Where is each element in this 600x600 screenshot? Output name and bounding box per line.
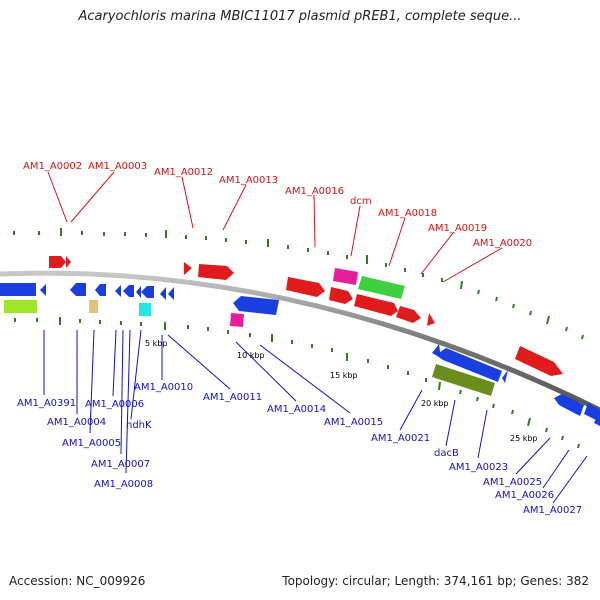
gene-arrow-a0002[interactable] bbox=[49, 256, 61, 268]
scale-label-20kbp: 20 kbp bbox=[421, 399, 449, 408]
gene-label-dcm[interactable]: dcm bbox=[350, 196, 372, 207]
gene-label-ndhk[interactable]: ndhK bbox=[126, 420, 152, 431]
gene-arrow-a0003b[interactable] bbox=[66, 256, 71, 268]
gene-label-a0008[interactable]: AM1_A0008 bbox=[94, 479, 153, 490]
backbone-arc bbox=[0, 270, 600, 413]
gene-arrow-a0027[interactable] bbox=[594, 414, 600, 426]
gene-arrow-right-1[interactable] bbox=[515, 346, 563, 376]
forward-labels: AM1_A0002 AM1_A0003 AM1_A0012 AM1_A0013 … bbox=[23, 161, 532, 249]
gene-label-a0391[interactable]: AM1_A0391 bbox=[17, 398, 76, 409]
gene-arrow-a0010b[interactable] bbox=[168, 287, 174, 300]
gene-box-dcm[interactable] bbox=[333, 268, 358, 285]
inner-tick-row bbox=[14, 317, 580, 449]
accession-label: Accession: NC_009926 bbox=[9, 574, 146, 588]
gene-label-a0023[interactable]: AM1_A0023 bbox=[449, 462, 508, 473]
gene-box-tan[interactable] bbox=[89, 300, 98, 313]
gene-label-a0011[interactable]: AM1_A0011 bbox=[203, 392, 262, 403]
gene-box-dacb[interactable] bbox=[432, 364, 495, 396]
gene-arrow-a0020[interactable] bbox=[396, 306, 421, 323]
gene-box-a0018[interactable] bbox=[358, 276, 405, 299]
gene-arrow-a0019[interactable] bbox=[329, 287, 353, 304]
gene-label-a0002[interactable]: AM1_A0002 bbox=[23, 161, 82, 172]
gene-label-a0025[interactable]: AM1_A0025 bbox=[483, 477, 542, 488]
gene-label-a0012[interactable]: AM1_A0012 bbox=[154, 167, 213, 178]
gene-arrow-a0021[interactable] bbox=[436, 348, 502, 382]
gene-label-a0021[interactable]: AM1_A0021 bbox=[371, 433, 430, 444]
gene-label-a0006[interactable]: AM1_A0006 bbox=[85, 399, 144, 410]
gene-arrow-a0021b[interactable] bbox=[432, 344, 441, 358]
gene-box-magenta-2[interactable] bbox=[230, 313, 244, 327]
gene-label-a0004[interactable]: AM1_A0004 bbox=[47, 417, 106, 428]
gene-arrow-a0005[interactable] bbox=[95, 284, 106, 296]
gene-arrow-a0025[interactable] bbox=[554, 394, 584, 416]
gene-label-a0020[interactable]: AM1_A0020 bbox=[473, 238, 532, 249]
reverse-leaders bbox=[43, 329, 588, 504]
scale-label-15kbp: 15 kbp bbox=[330, 371, 358, 380]
summary-label: Topology: circular; Length: 374,161 bp; … bbox=[282, 574, 589, 588]
gene-arrow-a0391[interactable] bbox=[0, 283, 36, 296]
gene-arrow-a0008[interactable] bbox=[141, 286, 154, 298]
gene-label-a0018[interactable]: AM1_A0018 bbox=[378, 208, 437, 219]
gene-label-a0026[interactable]: AM1_A0026 bbox=[495, 490, 554, 501]
gene-box-lime[interactable] bbox=[4, 300, 37, 313]
scale-labels: 5 kbp 10 kbp 15 kbp 20 kbp 25 kbp bbox=[145, 339, 538, 443]
gene-arrow-a0020b[interactable] bbox=[427, 313, 435, 326]
gene-label-a0007[interactable]: AM1_A0007 bbox=[91, 459, 150, 470]
outer-tick-row bbox=[13, 228, 584, 340]
gene-label-a0010[interactable]: AM1_A0010 bbox=[134, 382, 193, 393]
gene-arrow-ndhk[interactable] bbox=[136, 286, 141, 298]
map-title: Acaryochloris marina MBIC11017 plasmid p… bbox=[78, 9, 522, 24]
gene-label-a0027[interactable]: AM1_A0027 bbox=[523, 505, 582, 516]
scale-label-5kbp: 5 kbp bbox=[145, 339, 167, 348]
gene-label-a0019[interactable]: AM1_A0019 bbox=[428, 223, 487, 234]
gene-label-a0014[interactable]: AM1_A0014 bbox=[267, 404, 326, 415]
gene-arrow-a0019b[interactable] bbox=[354, 294, 398, 316]
reverse-labels: AM1_A0391 AM1_A0004 AM1_A0006 AM1_A0005 … bbox=[17, 382, 582, 516]
gene-arrow-a0013[interactable] bbox=[198, 264, 234, 280]
gene-arrow-a0011[interactable] bbox=[233, 296, 279, 315]
gene-label-a0016[interactable]: AM1_A0016 bbox=[285, 186, 344, 197]
gene-arrow-small-1[interactable] bbox=[40, 284, 46, 296]
gene-arrow-a0006[interactable] bbox=[115, 285, 121, 297]
gene-arrow-a0012[interactable] bbox=[184, 262, 192, 275]
gene-label-a0005[interactable]: AM1_A0005 bbox=[62, 438, 121, 449]
gene-arrow-a0016[interactable] bbox=[286, 277, 325, 297]
gene-label-dacb[interactable]: dacB bbox=[434, 448, 459, 459]
forward-genes bbox=[49, 256, 563, 376]
gene-label-a0003[interactable]: AM1_A0003 bbox=[88, 161, 147, 172]
scale-label-10kbp: 10 kbp bbox=[237, 351, 265, 360]
gene-arrow-a0010[interactable] bbox=[160, 287, 166, 300]
gene-arrow-a0023[interactable] bbox=[502, 370, 508, 383]
gene-arrow-a0026[interactable] bbox=[584, 403, 600, 422]
gene-arrow-a0007[interactable] bbox=[123, 285, 134, 297]
gene-arrow-a0003a[interactable] bbox=[61, 256, 66, 268]
scale-label-25kbp: 25 kbp bbox=[510, 434, 538, 443]
gene-label-a0015[interactable]: AM1_A0015 bbox=[324, 417, 383, 428]
gene-box-cyan[interactable] bbox=[139, 303, 151, 316]
gene-label-a0013[interactable]: AM1_A0013 bbox=[219, 175, 278, 186]
reverse-genes bbox=[0, 283, 600, 426]
forward-leaders bbox=[47, 171, 503, 283]
gene-arrow-a0004[interactable] bbox=[70, 283, 86, 296]
